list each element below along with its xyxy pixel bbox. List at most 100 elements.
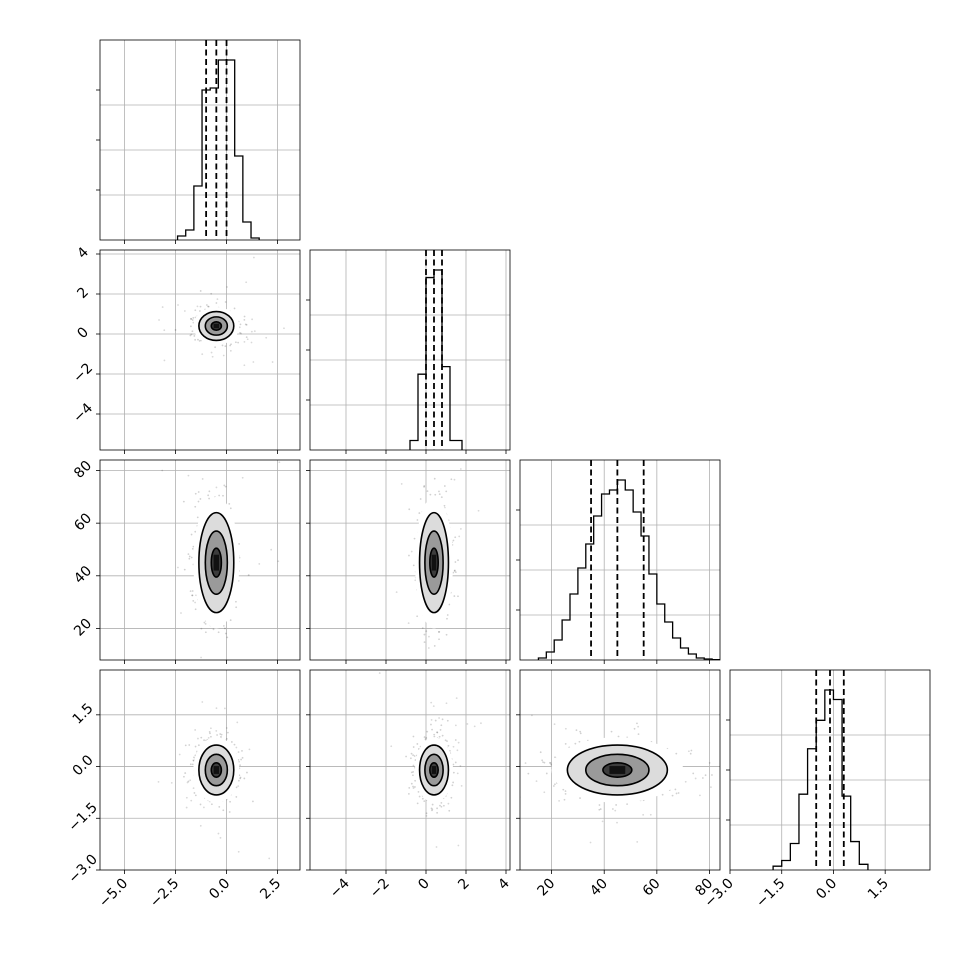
y-tick-label: 4 bbox=[74, 244, 92, 262]
scatter-point bbox=[207, 494, 210, 497]
scatter-point bbox=[232, 661, 234, 663]
scatter-point bbox=[224, 485, 227, 488]
scatter-point bbox=[184, 744, 187, 747]
scatter-point bbox=[197, 737, 199, 740]
scatter-point bbox=[192, 759, 195, 762]
scatter-point bbox=[412, 771, 415, 773]
scatter-point bbox=[229, 619, 232, 622]
scatter-point bbox=[241, 476, 244, 479]
scatter-point bbox=[241, 750, 243, 752]
scatter-point bbox=[186, 781, 189, 784]
scatter-point bbox=[170, 781, 173, 784]
scatter-point bbox=[459, 468, 462, 470]
scatter-point bbox=[215, 302, 218, 304]
scatter-point bbox=[271, 361, 274, 363]
scatter-point bbox=[579, 732, 582, 735]
scatter-point bbox=[710, 786, 712, 789]
scatter-point bbox=[243, 777, 246, 780]
panel-frame bbox=[729, 669, 931, 871]
scatter-point bbox=[699, 794, 701, 797]
scatter-point bbox=[191, 763, 194, 766]
scatter-point bbox=[192, 759, 195, 762]
scatter-point bbox=[687, 750, 690, 753]
scatter-point bbox=[421, 627, 424, 629]
scatter-point bbox=[598, 804, 601, 806]
scatter-point bbox=[199, 305, 202, 308]
scatter-point bbox=[178, 753, 181, 756]
panel-frame bbox=[99, 39, 301, 241]
scatter-point bbox=[427, 672, 429, 674]
scatter-point bbox=[243, 318, 246, 321]
x-tick-label: 40 bbox=[587, 876, 611, 900]
scatter-point bbox=[245, 323, 248, 326]
scatter-point bbox=[217, 832, 220, 835]
density-core bbox=[213, 554, 220, 571]
scatter-point bbox=[226, 636, 229, 639]
scatter-point bbox=[438, 490, 440, 493]
scatter-point bbox=[210, 292, 213, 295]
scatter-point bbox=[201, 478, 204, 480]
scatter-point bbox=[445, 702, 448, 705]
scatter-point bbox=[456, 772, 459, 775]
scatter-point bbox=[539, 751, 542, 754]
scatter-point bbox=[453, 569, 456, 572]
scatter-point bbox=[243, 315, 246, 318]
y-tick-label: 80 bbox=[71, 458, 95, 482]
scatter-point bbox=[543, 791, 546, 794]
density-core bbox=[213, 323, 220, 329]
scatter-point bbox=[222, 354, 225, 357]
scatter-point bbox=[193, 792, 196, 794]
scatter-point bbox=[450, 478, 453, 481]
scatter-point bbox=[211, 355, 214, 358]
scatter-point bbox=[474, 429, 476, 431]
contour-line bbox=[210, 761, 223, 779]
scatter-point bbox=[426, 490, 429, 493]
scatter-point bbox=[204, 622, 207, 625]
scatter-point bbox=[615, 804, 618, 806]
scatter-point bbox=[378, 672, 381, 674]
scatter-point bbox=[454, 536, 457, 539]
contour-line bbox=[418, 744, 450, 796]
scatter-point bbox=[246, 338, 249, 341]
scatter-point bbox=[416, 743, 419, 745]
scatter-point bbox=[412, 746, 415, 748]
scatter-point bbox=[189, 325, 192, 328]
scatter-point bbox=[283, 327, 285, 330]
scatter-point bbox=[552, 785, 555, 787]
scatter-point bbox=[177, 304, 179, 306]
scatter-point bbox=[216, 298, 219, 301]
scatter-point bbox=[436, 731, 438, 734]
scatter-point bbox=[261, 673, 263, 675]
scatter-point bbox=[200, 627, 203, 630]
scatter-point bbox=[436, 807, 438, 810]
scatter-point bbox=[428, 635, 430, 638]
scatter-point bbox=[677, 792, 680, 794]
scatter-point bbox=[549, 762, 552, 765]
scatter-point bbox=[224, 345, 227, 348]
scatter-point bbox=[690, 749, 693, 752]
scatter-point bbox=[226, 731, 229, 734]
scatter-point bbox=[250, 330, 253, 333]
scatter-point bbox=[447, 802, 450, 805]
scatter-point bbox=[431, 809, 433, 812]
scatter-point bbox=[410, 752, 413, 755]
scatter-point bbox=[197, 338, 199, 341]
x-tick-label: −2 bbox=[367, 876, 393, 902]
scatter-point bbox=[270, 548, 273, 551]
scatter-point bbox=[187, 553, 190, 556]
scatter-point bbox=[194, 530, 197, 533]
scatter-point bbox=[494, 788, 496, 790]
grid bbox=[310, 250, 510, 450]
scatter-point bbox=[441, 734, 444, 737]
scatter-point bbox=[454, 739, 457, 741]
scatter-point bbox=[601, 820, 604, 823]
scatter-point bbox=[221, 344, 224, 347]
scatter-point bbox=[192, 317, 195, 319]
scatter-point bbox=[240, 758, 242, 761]
scatter-point bbox=[542, 761, 544, 763]
scatter-point bbox=[661, 793, 664, 796]
histogram-panel-2 bbox=[516, 459, 721, 664]
x-tick-label: 20 bbox=[534, 876, 558, 900]
y-tick-label: 0.0 bbox=[70, 752, 97, 779]
scatter-point bbox=[229, 344, 232, 347]
